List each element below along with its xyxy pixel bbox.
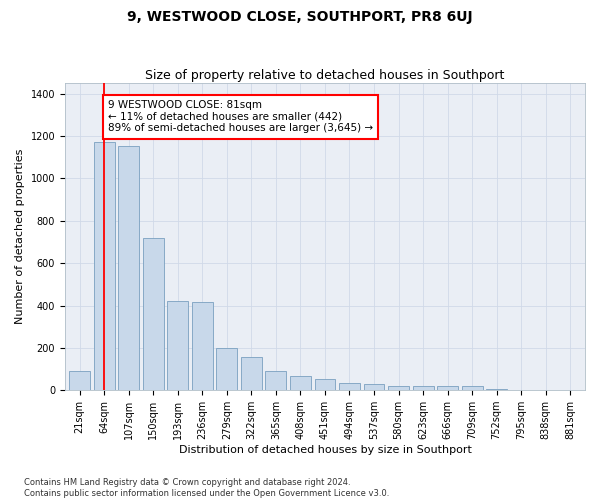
Bar — [94, 142, 115, 390]
Bar — [486, 389, 507, 390]
Bar — [314, 378, 335, 390]
Bar — [437, 386, 458, 390]
Bar — [290, 376, 311, 390]
Bar — [388, 386, 409, 390]
Text: Contains HM Land Registry data © Crown copyright and database right 2024.
Contai: Contains HM Land Registry data © Crown c… — [24, 478, 389, 498]
Bar — [167, 302, 188, 390]
Bar — [217, 348, 237, 390]
Text: 9 WESTWOOD CLOSE: 81sqm
← 11% of detached houses are smaller (442)
89% of semi-d: 9 WESTWOOD CLOSE: 81sqm ← 11% of detache… — [108, 100, 373, 134]
Bar — [265, 371, 286, 390]
Y-axis label: Number of detached properties: Number of detached properties — [15, 149, 25, 324]
Bar — [118, 146, 139, 390]
Bar — [462, 386, 482, 390]
Text: 9, WESTWOOD CLOSE, SOUTHPORT, PR8 6UJ: 9, WESTWOOD CLOSE, SOUTHPORT, PR8 6UJ — [127, 10, 473, 24]
Bar — [192, 302, 213, 390]
Bar — [143, 238, 164, 390]
X-axis label: Distribution of detached houses by size in Southport: Distribution of detached houses by size … — [179, 445, 472, 455]
Bar — [364, 384, 385, 390]
Bar — [413, 386, 434, 390]
Bar — [69, 371, 90, 390]
Bar — [339, 383, 360, 390]
Title: Size of property relative to detached houses in Southport: Size of property relative to detached ho… — [145, 69, 505, 82]
Bar — [241, 358, 262, 390]
